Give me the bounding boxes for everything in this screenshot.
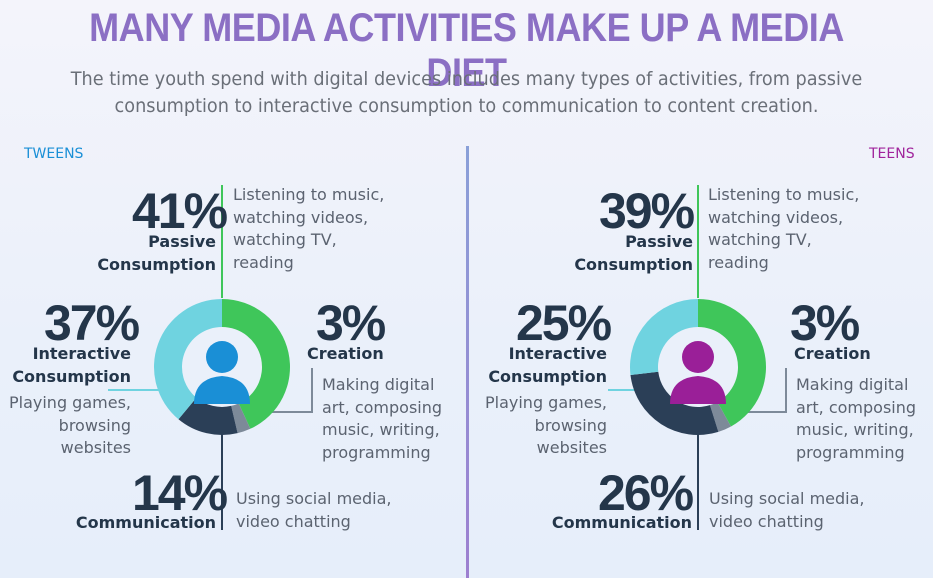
tweens-passive-label-line1: Passive [148,232,216,251]
tweens-creation-desc-line: music, writing, [322,420,440,439]
tweens-passive-desc-line: Listening to music, [233,185,385,204]
teens-creation-label: Creation [794,344,871,363]
tweens-interactive-segment [154,299,222,420]
teens-passive-desc-line: Listening to music, [708,185,860,204]
tweens-creation-label: Creation [307,344,384,363]
tweens-creation-desc: Making digital art, composing music, wri… [322,374,442,464]
tweens-interactive-label-line1: Interactive [32,344,131,363]
teens-communication-desc: Using social media, video chatting [709,488,865,533]
tweens-interactive-desc-line: browsing [58,415,131,435]
teens-panel: TEENS 39% Passive Consumption Listening … [468,0,933,578]
panel-divider [466,146,469,578]
person-icon [670,341,726,404]
tweens-passive-segment [222,299,290,429]
tweens-communication-percent: 14% [132,465,228,521]
teens-communication-percent: 26% [598,465,694,521]
tweens-communication-desc: Using social media, video chatting [236,488,392,533]
tweens-creation-connector [268,368,313,413]
tweens-creation-segment [231,403,251,434]
teens-passive-desc-line: watching TV, [708,230,812,249]
tweens-interactive-desc-line: Playing games, [8,393,131,412]
tweens-passive-desc-line: reading [233,252,294,272]
tweens-communication-desc-line: video chatting [236,511,351,531]
teens-interactive-segment [630,299,698,376]
subtitle-line-1: The time youth spend with digital device… [70,68,863,90]
tweens-interactive-label: Interactive Consumption [10,342,131,388]
tweens-interactive-percent: 37% [44,295,140,351]
teens-interactive-desc: Playing games, browsing websites [476,392,607,460]
teens-donut [630,299,766,436]
teens-interactive-desc-line: browsing [534,415,607,435]
teens-interactive-label: Interactive Consumption [486,342,607,388]
person-icon [194,341,250,404]
tweens-communication-label: Communication [75,513,216,532]
tweens-passive-percent: 41% [132,183,228,239]
tweens-creation-desc-line: Making digital [322,375,435,394]
tweens-label: TWEENS [24,146,84,162]
teens-communication-desc-line: Using social media, [709,489,865,508]
tweens-passive-desc-line: watching TV, [233,230,337,249]
tweens-panel: TWEENS 41% Passive Consumption Listening… [0,0,466,578]
tweens-creation-desc-line: art, composing [322,397,443,417]
tweens-passive-desc-line: watching videos, [233,207,369,227]
teens-interactive-percent: 25% [516,295,612,351]
teens-communication-label: Communication [551,513,692,532]
tweens-communication-desc-line: Using social media, [236,489,392,508]
teens-passive-label: Passive Consumption [572,230,693,276]
tweens-donut [154,299,290,436]
teens-passive-desc: Listening to music, watching videos, wat… [708,184,859,274]
subtitle-line-2: consumption to interactive consumption t… [114,95,819,117]
teens-passive-label-line2: Consumption [574,255,693,274]
teens-creation-percent: 3% [790,295,860,351]
teens-interactive-desc-line: websites [536,438,607,457]
tweens-creation-desc-line: programming [322,442,431,462]
page-title: MANY MEDIA ACTIVITIES MAKE UP A MEDIA DI… [89,6,844,95]
teens-creation-desc-line: music, writing, [796,420,914,439]
tweens-interactive-label-line2: Consumption [12,367,131,386]
teens-creation-connector [744,368,787,413]
tweens-interactive-desc-line: websites [60,438,131,457]
teens-creation-segment [709,401,732,432]
teens-passive-label-line1: Passive [625,232,693,251]
teens-passive-percent: 39% [599,183,695,239]
teens-creation-desc-line: programming [796,442,905,462]
teens-creation-desc-line: art, composing [796,397,917,417]
tweens-communication-segment [178,397,238,436]
teens-interactive-desc-line: Playing games, [484,393,607,412]
teens-interactive-label-line1: Interactive [508,344,607,363]
page-subtitle: The time youth spend with digital device… [33,66,901,120]
teens-interactive-label-line2: Consumption [488,367,607,386]
tweens-interactive-desc: Playing games, browsing websites [0,392,131,460]
tweens-passive-label-line2: Consumption [97,255,216,274]
tweens-connectors [108,185,313,530]
teens-passive-desc-line: watching videos, [708,207,844,227]
teens-communication-desc-line: video chatting [709,511,824,531]
tweens-donut-segments [154,299,290,436]
teens-passive-desc-line: reading [708,252,769,272]
tweens-passive-desc: Listening to music, watching videos, wat… [233,184,384,274]
teens-label: TEENS [869,146,915,162]
tweens-passive-label: Passive Consumption [96,230,216,276]
teens-creation-desc: Making digital art, composing music, wri… [796,374,916,464]
teens-creation-desc-line: Making digital [796,375,909,394]
teens-passive-segment [698,299,766,427]
tweens-creation-percent: 3% [316,295,386,351]
